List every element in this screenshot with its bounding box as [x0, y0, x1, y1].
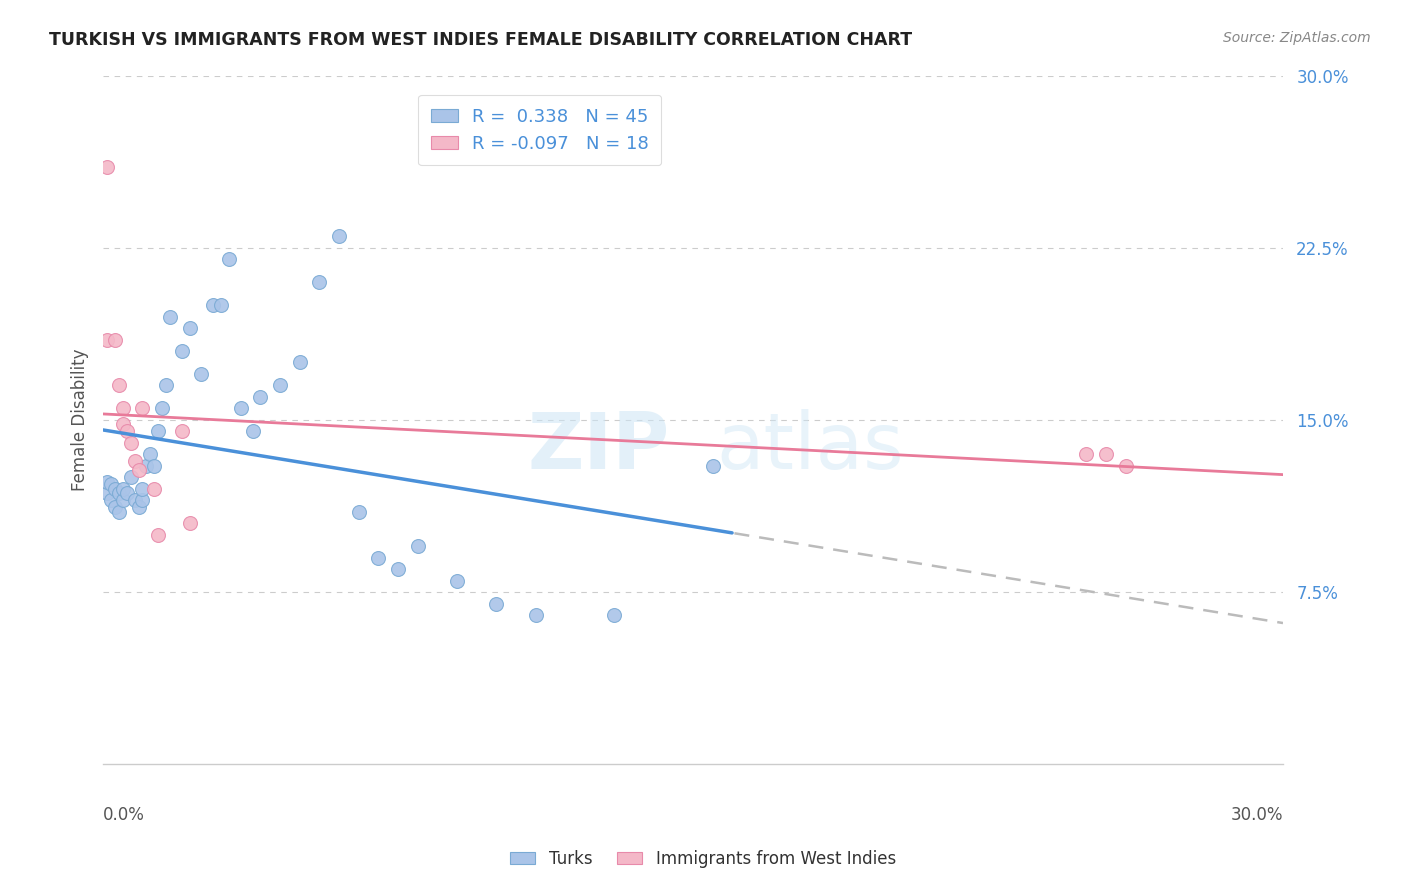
Point — [131, 493, 153, 508]
Point — [242, 425, 264, 439]
Point — [115, 425, 138, 439]
Point — [347, 505, 370, 519]
Point — [108, 378, 131, 392]
Point — [485, 597, 508, 611]
Point — [100, 493, 122, 508]
Point — [128, 463, 150, 477]
Point — [190, 367, 212, 381]
Point — [96, 161, 118, 175]
Point — [111, 493, 134, 508]
Legend: Turks, Immigrants from West Indies: Turks, Immigrants from West Indies — [503, 844, 903, 875]
Point — [148, 425, 170, 439]
Point — [143, 458, 166, 473]
Point — [108, 486, 131, 500]
Point — [100, 477, 122, 491]
Point — [96, 486, 118, 500]
Point — [96, 333, 118, 347]
Point — [269, 378, 291, 392]
Point — [1095, 447, 1118, 461]
Text: 30.0%: 30.0% — [1230, 805, 1284, 823]
Point — [143, 482, 166, 496]
Point — [111, 482, 134, 496]
Point — [111, 417, 134, 432]
Text: 0.0%: 0.0% — [103, 805, 145, 823]
Point — [218, 252, 240, 267]
Point — [170, 344, 193, 359]
Point — [150, 401, 173, 416]
Point — [387, 562, 409, 576]
Point — [209, 298, 232, 312]
Text: ZIP: ZIP — [527, 409, 669, 485]
Point — [131, 482, 153, 496]
Point — [128, 500, 150, 515]
Point — [155, 378, 177, 392]
Point — [104, 500, 127, 515]
Point — [179, 516, 201, 531]
Point — [446, 574, 468, 588]
Point — [229, 401, 252, 416]
Point — [131, 401, 153, 416]
Point — [202, 298, 225, 312]
Point — [406, 539, 429, 553]
Y-axis label: Female Disability: Female Disability — [72, 349, 89, 491]
Point — [1115, 458, 1137, 473]
Point — [159, 310, 181, 324]
Point — [367, 550, 389, 565]
Point — [1076, 447, 1098, 461]
Point — [148, 527, 170, 541]
Point — [603, 608, 626, 623]
Point — [328, 229, 350, 244]
Point — [124, 493, 146, 508]
Point — [120, 470, 142, 484]
Point — [120, 435, 142, 450]
Point — [135, 458, 157, 473]
Point — [139, 447, 162, 461]
Point — [96, 475, 118, 489]
Text: atlas: atlas — [717, 409, 904, 485]
Point — [104, 333, 127, 347]
Text: Source: ZipAtlas.com: Source: ZipAtlas.com — [1223, 31, 1371, 45]
Point — [524, 608, 547, 623]
Point — [111, 401, 134, 416]
Point — [124, 454, 146, 468]
Point — [115, 486, 138, 500]
Point — [104, 482, 127, 496]
Text: TURKISH VS IMMIGRANTS FROM WEST INDIES FEMALE DISABILITY CORRELATION CHART: TURKISH VS IMMIGRANTS FROM WEST INDIES F… — [49, 31, 912, 49]
Legend: R =  0.338   N = 45, R = -0.097   N = 18: R = 0.338 N = 45, R = -0.097 N = 18 — [418, 95, 661, 165]
Point — [308, 275, 330, 289]
Point — [108, 505, 131, 519]
Point — [170, 425, 193, 439]
Point — [702, 458, 724, 473]
Point — [249, 390, 271, 404]
Point — [179, 321, 201, 335]
Point — [288, 355, 311, 369]
